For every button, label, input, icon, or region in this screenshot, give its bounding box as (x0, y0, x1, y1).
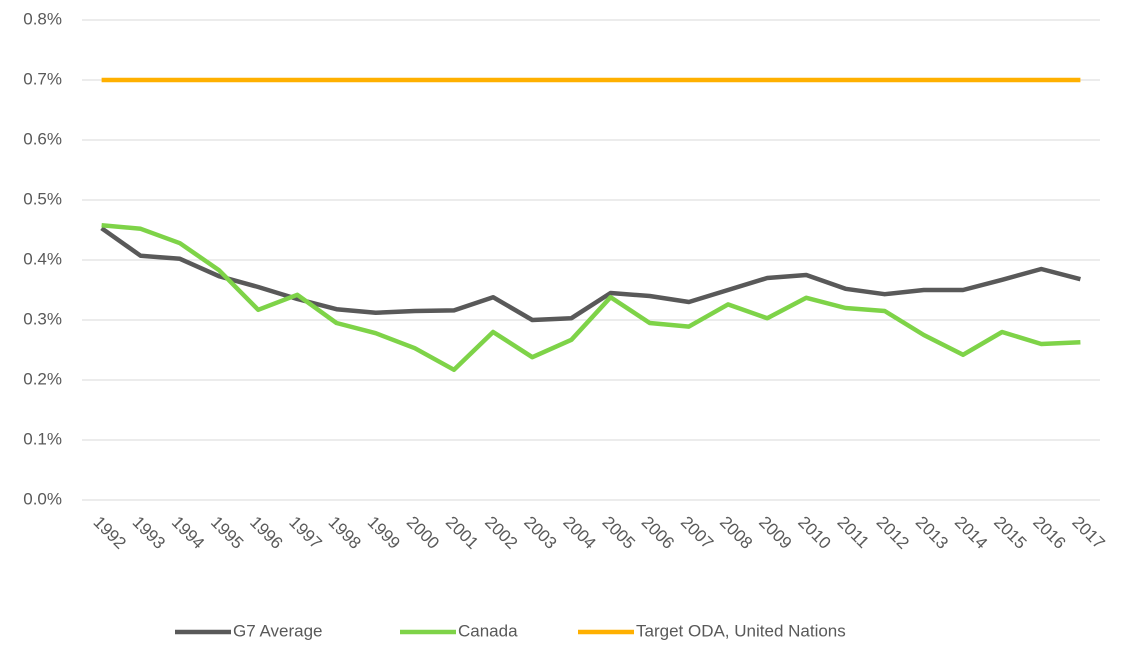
x-tick-label: 2000 (403, 513, 443, 553)
x-tick-label: 2003 (520, 513, 560, 553)
x-tick-label: 2002 (481, 513, 521, 553)
x-tick-label: 2016 (1029, 513, 1069, 553)
series-line (100, 226, 1081, 323)
x-tick-label: 1998 (325, 513, 365, 553)
x-tick-label: 2006 (638, 513, 678, 553)
x-tick-label: 2004 (559, 513, 599, 553)
legend-item: Target ODA, United Nations (578, 621, 846, 640)
x-tick-label: 2011 (834, 513, 873, 552)
x-tick-label: 1996 (246, 513, 286, 553)
y-tick-label: 0.6% (23, 129, 62, 148)
x-tick-label: 1999 (364, 513, 404, 553)
y-tick-label: 0.1% (23, 429, 62, 448)
y-tick-label: 0.2% (23, 369, 62, 388)
x-tick-label: 2008 (716, 513, 756, 553)
x-tick-label: 2013 (912, 513, 952, 553)
legend-label: Canada (458, 621, 518, 640)
x-tick-label: 2009 (755, 513, 795, 553)
x-tick-label: 1995 (207, 513, 247, 553)
x-tick-label: 2012 (873, 513, 913, 553)
legend-label: Target ODA, United Nations (636, 621, 846, 640)
y-tick-label: 0.5% (23, 189, 62, 208)
x-tick-label: 2014 (951, 513, 991, 553)
x-tick-label: 2017 (1068, 513, 1108, 553)
y-tick-label: 0.3% (23, 309, 62, 328)
x-tick-label: 1997 (285, 513, 325, 553)
x-tick-label: 1993 (129, 513, 169, 553)
legend-item: Canada (400, 621, 518, 640)
y-tick-label: 0.8% (23, 9, 62, 28)
x-tick-label: 2010 (794, 513, 834, 553)
y-tick-label: 0.0% (23, 489, 62, 508)
x-tick-label: 2005 (599, 513, 639, 553)
legend-item: G7 Average (175, 621, 322, 640)
series-line (101, 222, 1081, 373)
x-tick-label: 2015 (990, 513, 1030, 553)
legend-label: G7 Average (233, 621, 322, 640)
x-tick-label: 1992 (90, 513, 130, 553)
x-tick-label: 2001 (442, 513, 482, 553)
y-tick-label: 0.4% (23, 249, 62, 268)
x-tick-label: 2007 (677, 513, 717, 553)
y-tick-label: 0.7% (23, 69, 62, 88)
x-tick-label: 1994 (168, 513, 208, 553)
